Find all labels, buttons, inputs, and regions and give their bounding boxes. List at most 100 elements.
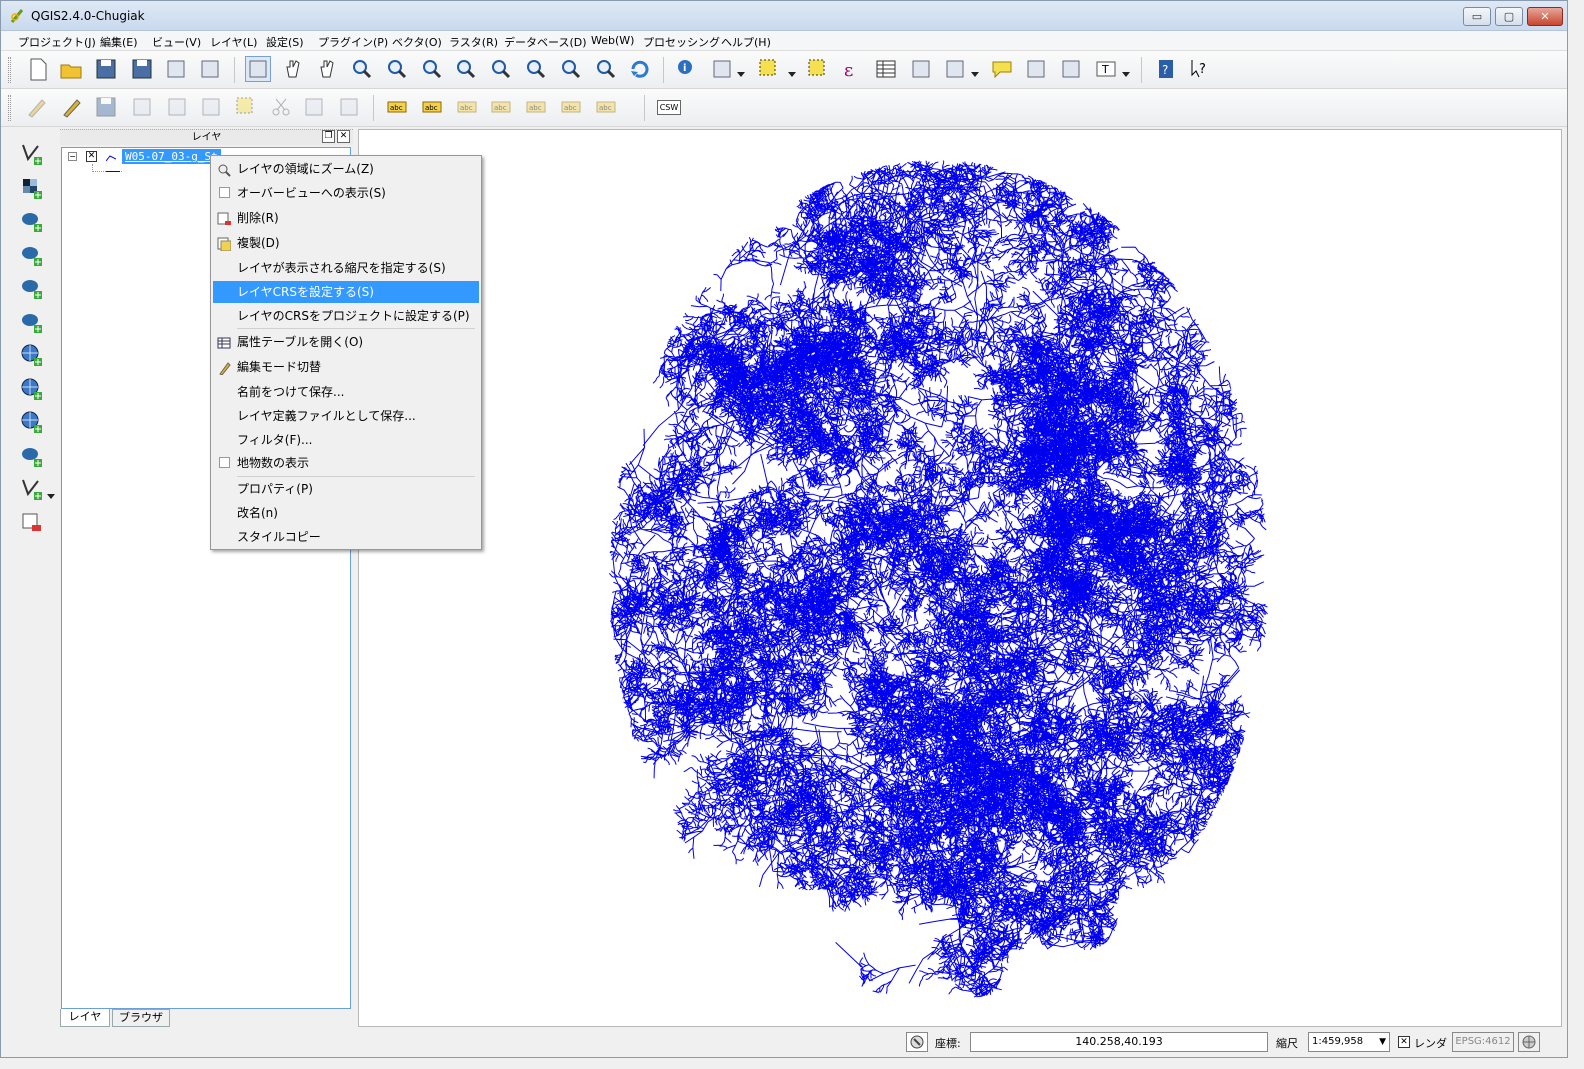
zoom-next-icon[interactable]	[593, 56, 619, 82]
help-icon[interactable]: ?	[1153, 56, 1179, 82]
menu-item-10[interactable]: 名前をつけて保存...	[213, 381, 479, 403]
show-hide-labels-icon[interactable]: abc	[488, 94, 514, 120]
add-wcs-layer-icon[interactable]	[19, 376, 45, 402]
highlight-pinned-icon[interactable]: abc	[454, 94, 480, 120]
add-vector-layer-icon[interactable]	[19, 141, 45, 167]
tab-browser[interactable]: ブラウザ	[112, 1009, 170, 1027]
menu-item-13[interactable]: 地物数の表示	[213, 452, 479, 474]
dropdown-arrow-icon[interactable]	[1122, 67, 1130, 77]
open-project-icon[interactable]	[58, 56, 84, 82]
pin-labels-icon[interactable]: abc	[419, 94, 445, 120]
toggle-editing-icon[interactable]	[58, 94, 84, 120]
dropdown-arrow-icon[interactable]	[737, 67, 745, 77]
node-tool-icon[interactable]	[198, 94, 224, 120]
progress-toggle-icon[interactable]	[906, 1032, 928, 1052]
menu-6[interactable]: プラグイン(P)	[318, 36, 389, 49]
dropdown-arrow-icon[interactable]	[47, 489, 55, 499]
menu-item-8[interactable]: 属性テーブルを開く(O)	[213, 331, 479, 353]
menu-2[interactable]: 編集(E)	[100, 36, 138, 49]
toolbar-grip[interactable]	[8, 95, 11, 121]
menu-11[interactable]: プロセッシング	[643, 36, 720, 49]
show-bookmarks-icon[interactable]	[1058, 56, 1084, 82]
current-edits-icon[interactable]	[23, 94, 49, 120]
new-shapefile-icon[interactable]	[19, 476, 45, 502]
menu-item-16[interactable]: スタイルコピー	[213, 526, 479, 548]
scale-combobox[interactable]: 1:459,958 ▼	[1308, 1032, 1390, 1052]
zoom-actual-icon[interactable]	[419, 56, 445, 82]
zoom-to-layer-icon[interactable]	[523, 56, 549, 82]
layer-name[interactable]: W05-07_03-g_St	[122, 149, 221, 164]
attribute-table-icon[interactable]	[873, 56, 899, 82]
add-postgis-layer-icon[interactable]	[19, 208, 45, 234]
menu-5[interactable]: 設定(S)	[266, 36, 304, 49]
menu-10[interactable]: Web(W)	[591, 34, 635, 47]
select-features-icon[interactable]	[756, 56, 782, 82]
tab-layers[interactable]: レイヤ	[60, 1009, 110, 1027]
menu-7[interactable]: ベクタ(O)	[392, 36, 442, 49]
whats-this-icon[interactable]: ?	[1187, 56, 1213, 82]
map-canvas[interactable]	[358, 129, 1562, 1027]
delete-selected-icon[interactable]	[233, 94, 259, 120]
add-wms-layer-icon[interactable]	[19, 342, 45, 368]
zoom-to-selection-icon[interactable]	[488, 56, 514, 82]
run-action-icon[interactable]	[709, 56, 735, 82]
save-project-icon[interactable]	[93, 56, 119, 82]
menu-12[interactable]: ヘルプ(H)	[721, 36, 771, 49]
move-label-icon[interactable]: abc	[523, 94, 549, 120]
menu-item-4[interactable]: 複製(D)	[213, 232, 479, 254]
menu-item-14[interactable]: プロパティ(P)	[213, 478, 479, 500]
menu-item-2[interactable]: オーバービューへの表示(S)	[213, 182, 479, 204]
coordinate-field[interactable]: 140.258,40.193	[970, 1032, 1268, 1052]
add-delimited-text-icon[interactable]	[19, 443, 45, 469]
menu-item-11[interactable]: レイヤ定義ファイルとして保存...	[213, 405, 479, 427]
composer-manager-icon[interactable]	[197, 56, 223, 82]
menu-item-12[interactable]: フィルタ(F)...	[213, 429, 479, 451]
dropdown-arrow-icon[interactable]	[788, 67, 796, 77]
move-feature-icon[interactable]	[164, 94, 190, 120]
new-print-composer-icon[interactable]	[163, 56, 189, 82]
menu-item-3[interactable]: 削除(R)	[213, 207, 479, 229]
text-annotation-icon[interactable]: T	[1093, 56, 1119, 82]
menu-item-15[interactable]: 改名(n)	[213, 502, 479, 524]
save-edits-icon[interactable]	[93, 94, 119, 120]
add-feature-icon[interactable]	[129, 94, 155, 120]
change-label-icon[interactable]: abc	[593, 94, 619, 120]
measure-icon[interactable]	[942, 56, 968, 82]
float-panel-button[interactable]: ❐	[322, 130, 335, 143]
crs-status-button[interactable]: EPSG:4612	[1452, 1032, 1514, 1052]
dropdown-arrow-icon[interactable]	[971, 67, 979, 77]
collapse-toggle[interactable]: −	[68, 152, 77, 161]
menu-1[interactable]: プロジェクト(J)	[18, 36, 96, 49]
menu-4[interactable]: レイヤ(L)	[210, 36, 258, 49]
refresh-icon[interactable]	[627, 56, 653, 82]
menu-item-6[interactable]: レイヤCRSを設定する(S)	[213, 281, 479, 303]
save-as-icon[interactable]	[129, 56, 155, 82]
close-panel-button[interactable]: ✕	[337, 130, 350, 143]
field-calculator-icon[interactable]: ε	[839, 56, 865, 82]
zoom-full-icon[interactable]	[453, 56, 479, 82]
statistics-icon[interactable]	[908, 56, 934, 82]
add-spatialite-layer-icon[interactable]	[19, 242, 45, 268]
close-button[interactable]: ✕	[1527, 7, 1563, 26]
remove-layer-icon[interactable]	[19, 510, 45, 536]
menu-3[interactable]: ビュー(V)	[152, 36, 202, 49]
deselect-icon[interactable]	[805, 56, 831, 82]
rotate-label-icon[interactable]: abc	[558, 94, 584, 120]
menu-item-5[interactable]: レイヤが表示される縮尺を指定する(S)	[213, 257, 479, 279]
csw-icon[interactable]: CSW	[656, 94, 682, 120]
crs-globe-icon[interactable]	[1518, 1032, 1540, 1052]
toolbar-grip[interactable]	[8, 57, 11, 83]
add-oracle-layer-icon[interactable]	[19, 309, 45, 335]
add-mssql-layer-icon[interactable]	[19, 275, 45, 301]
render-checkbox[interactable]: ✕	[1398, 1036, 1410, 1048]
touch-icon[interactable]	[245, 56, 271, 82]
zoom-in-icon[interactable]	[349, 56, 375, 82]
identify-icon[interactable]: i	[674, 56, 700, 82]
menu-item-9[interactable]: 編集モード切替	[213, 356, 479, 378]
pan-to-selection-icon[interactable]	[314, 56, 340, 82]
menu-9[interactable]: データベース(D)	[504, 36, 587, 49]
zoom-out-icon[interactable]	[384, 56, 410, 82]
menu-8[interactable]: ラスタ(R)	[449, 36, 499, 49]
minimize-button[interactable]: ▭	[1463, 7, 1491, 26]
new-bookmark-icon[interactable]	[1023, 56, 1049, 82]
